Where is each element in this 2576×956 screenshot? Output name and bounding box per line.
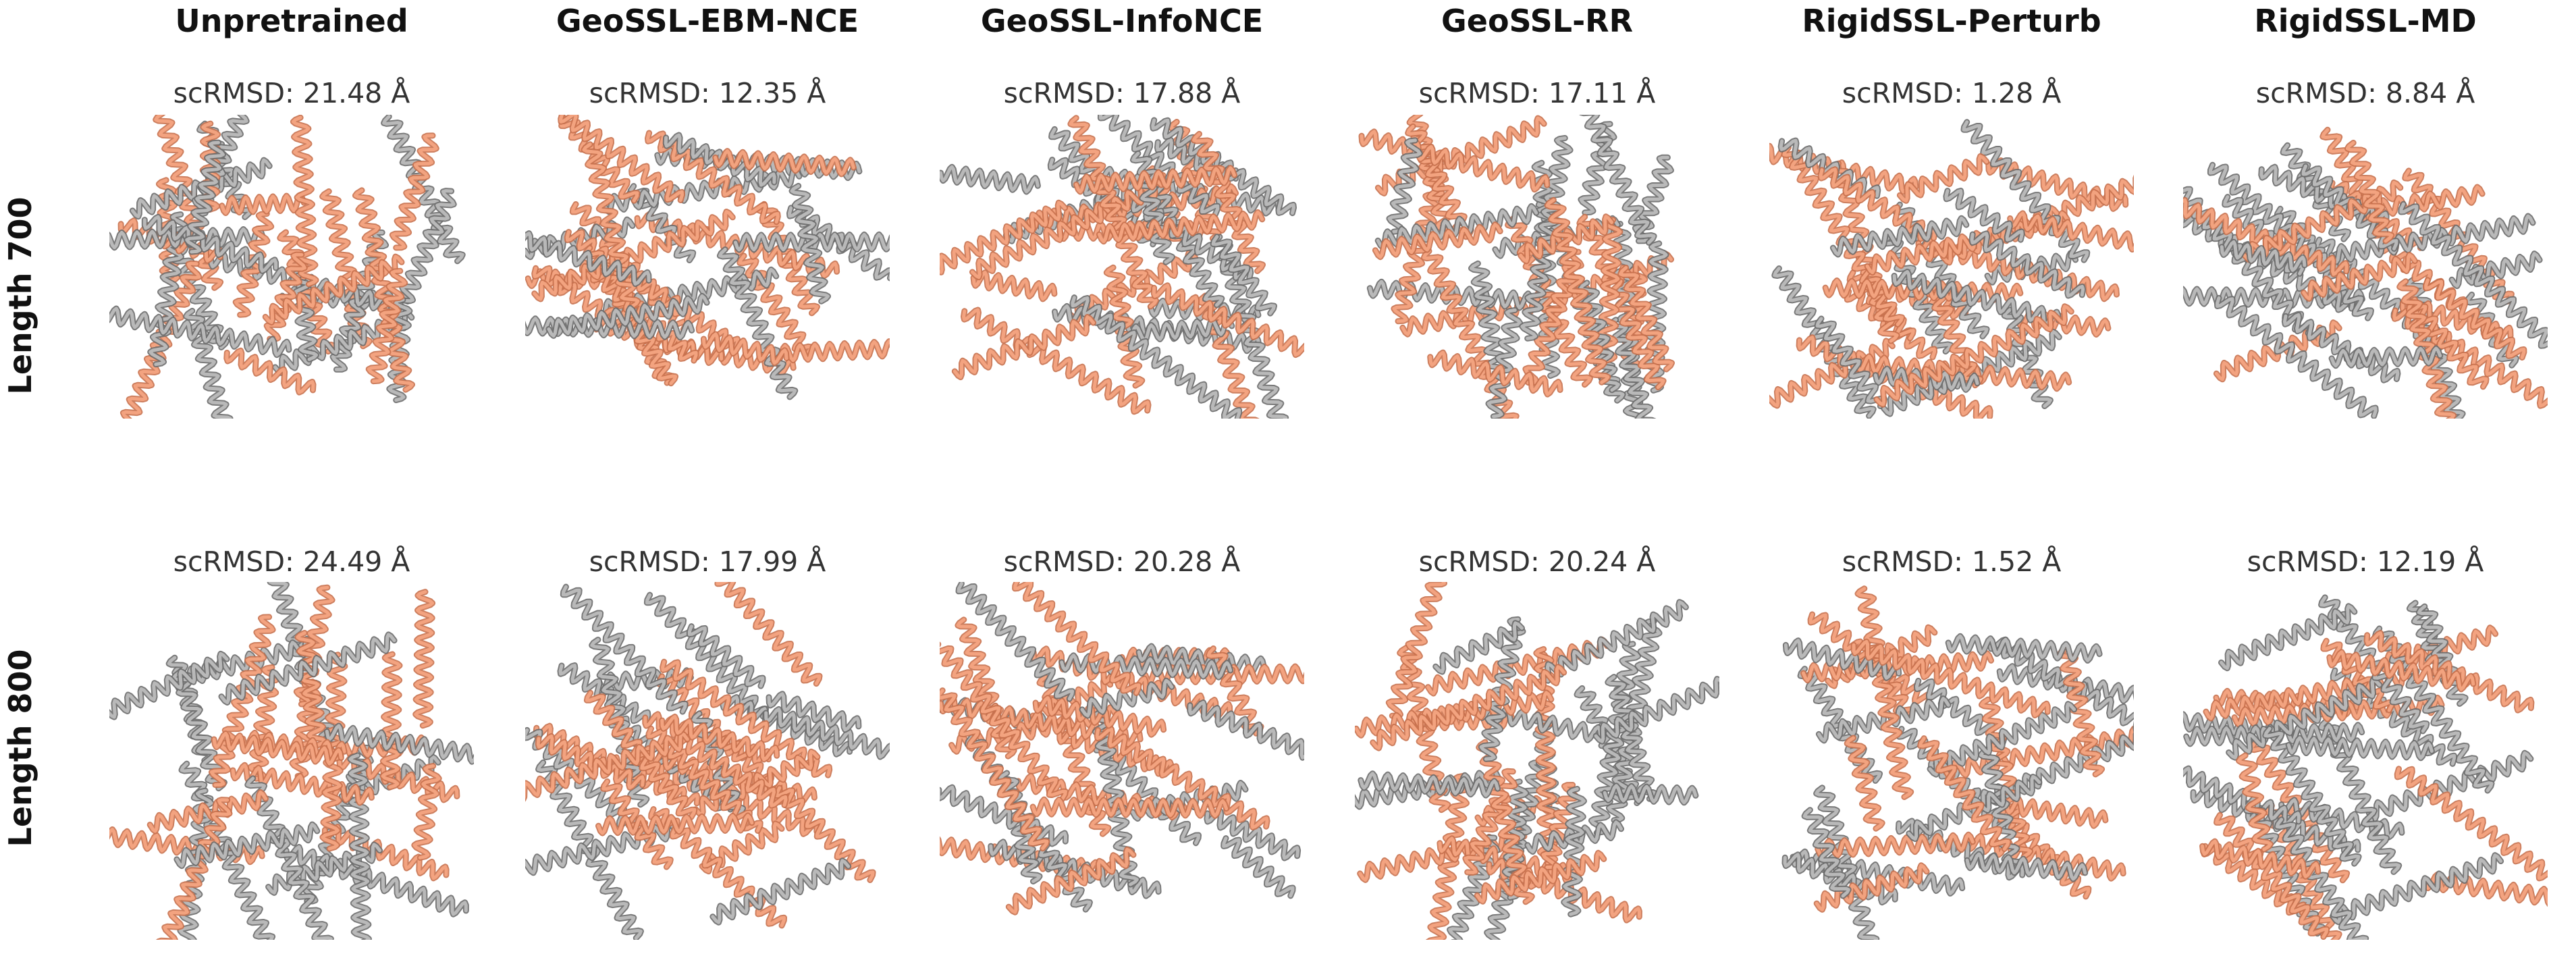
column-header-geossl-ebm-nce: GeoSSL-EBM-NCE <box>556 3 859 39</box>
protein-structure-render <box>1355 582 1719 940</box>
protein-structure-render <box>1781 585 2134 940</box>
row-label-length-700: Length 700 <box>2 196 38 395</box>
score-label: scRMSD: 17.99 Å <box>589 546 826 578</box>
score-label: scRMSD: 8.84 Å <box>2255 77 2475 109</box>
protein-structure-render <box>2183 126 2548 419</box>
protein-structure-render <box>940 582 1304 915</box>
score-label: scRMSD: 21.48 Å <box>173 77 410 109</box>
protein-structure-render <box>109 115 466 419</box>
protein-structure-render <box>1358 115 1675 419</box>
protein-structure-render <box>525 582 890 940</box>
protein-structure-render <box>940 115 1304 419</box>
score-label: scRMSD: 1.52 Å <box>1842 546 2062 578</box>
protein-structure-render <box>1769 119 2134 419</box>
column-header-rigidssl-md: RigidSSL-MD <box>2254 3 2477 39</box>
protein-structure-render <box>525 115 890 400</box>
protein-structure-render <box>2183 594 2548 940</box>
score-label: scRMSD: 17.11 Å <box>1418 77 1656 109</box>
row-label-length-800: Length 800 <box>2 649 38 847</box>
column-header-unpretrained: Unpretrained <box>175 3 408 39</box>
column-header-rigidssl-perturb: RigidSSL-Perturb <box>1802 3 2101 39</box>
score-label: scRMSD: 24.49 Å <box>173 546 410 578</box>
protein-structure-render <box>109 582 474 940</box>
score-label: scRMSD: 20.28 Å <box>1003 546 1241 578</box>
score-label: scRMSD: 12.19 Å <box>2247 546 2484 578</box>
column-header-geossl-rr: GeoSSL-RR <box>1441 3 1633 39</box>
score-label: scRMSD: 20.24 Å <box>1418 546 1656 578</box>
score-label: scRMSD: 12.35 Å <box>589 77 826 109</box>
score-label: scRMSD: 17.88 Å <box>1003 77 1241 109</box>
score-label: scRMSD: 1.28 Å <box>1842 77 2062 109</box>
column-header-geossl-infonce: GeoSSL-InfoNCE <box>980 3 1264 39</box>
